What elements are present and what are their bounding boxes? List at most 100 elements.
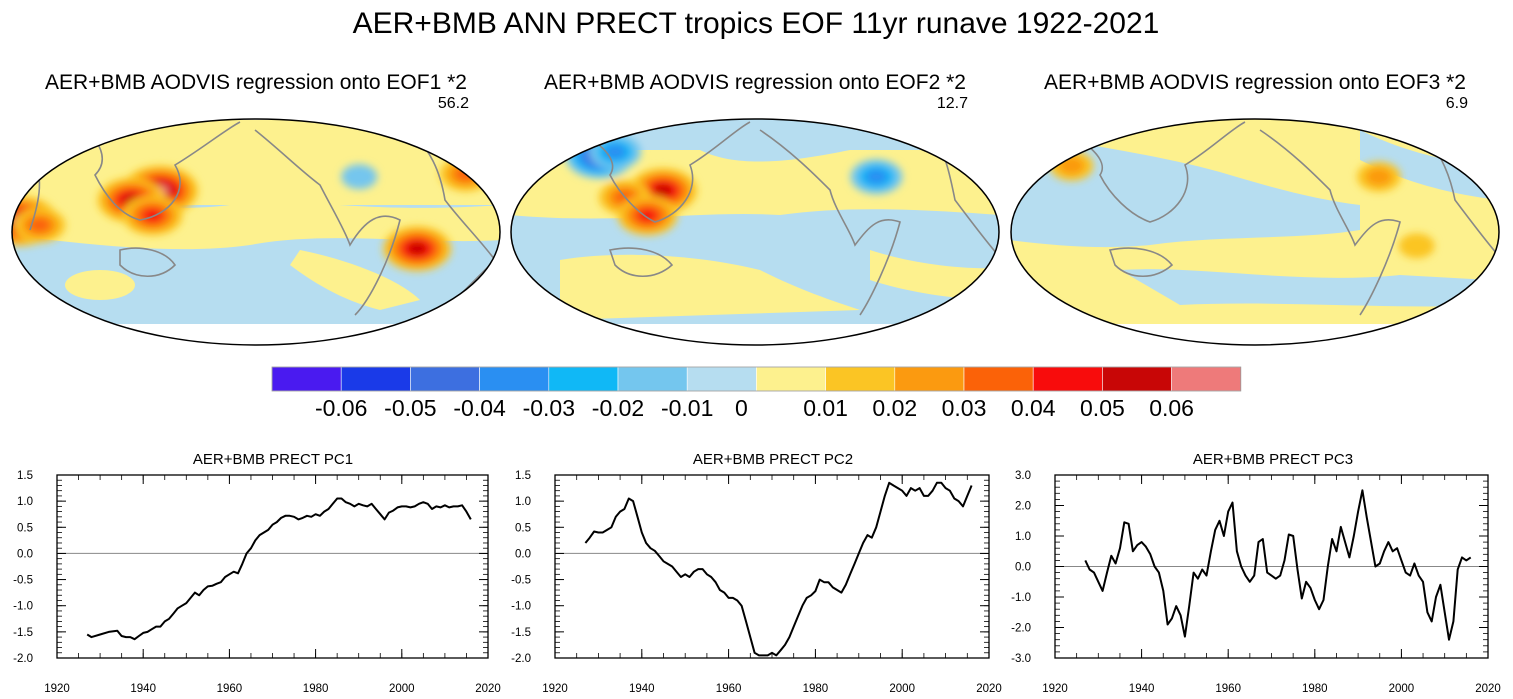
x-tick-label: 2020 bbox=[1475, 683, 1501, 695]
x-tick-label: 1960 bbox=[217, 683, 243, 695]
map-outline bbox=[510, 118, 1000, 346]
y-tick-label: -1.0 bbox=[1011, 592, 1031, 604]
y-tick-label: -3.0 bbox=[1011, 653, 1031, 665]
y-tick-label: 0.0 bbox=[17, 548, 33, 560]
colorbar-swatch bbox=[340, 366, 411, 392]
colorbar-label: -0.02 bbox=[592, 395, 644, 421]
map-title: AER+BMB AODVIS regression onto EOF3 *2 bbox=[1044, 71, 1466, 94]
y-tick-label: 1.5 bbox=[515, 470, 531, 482]
plot-frame bbox=[554, 474, 990, 659]
map-outline bbox=[11, 118, 501, 346]
colorbar-label: -0.05 bbox=[384, 395, 436, 421]
y-tick-label: -2.0 bbox=[511, 653, 531, 665]
colorbar-swatch bbox=[825, 366, 896, 392]
colorbar: -0.06 -0.05 -0.04 -0.03 -0.02 -0.01 0 0.01 0.02 0… bbox=[271, 366, 1242, 421]
y-tick-label: 1.0 bbox=[515, 496, 531, 508]
y-tick-label: -1.0 bbox=[511, 601, 531, 613]
y-tick-label: -0.5 bbox=[511, 575, 531, 587]
anomaly-region-north-america bbox=[341, 164, 378, 190]
colorbar-label: 0.06 bbox=[1149, 395, 1194, 421]
y-tick-label: -0.5 bbox=[13, 575, 33, 587]
y-tick-label: -2.0 bbox=[1011, 623, 1031, 635]
pc-series-line bbox=[584, 481, 973, 657]
y-tick-label: 1.0 bbox=[17, 496, 33, 508]
colorbar-label: 0.03 bbox=[942, 395, 987, 421]
chart-title: AER+BMB PRECT PC1 bbox=[193, 451, 353, 468]
y-tick-label: 2.0 bbox=[1015, 501, 1031, 513]
y-tick-label: -1.5 bbox=[13, 627, 33, 639]
x-tick-label: 2020 bbox=[475, 683, 501, 695]
colorbar-swatch bbox=[1171, 366, 1242, 392]
variance-percent: 56.2 bbox=[438, 95, 469, 112]
x-tick-label: 2020 bbox=[976, 683, 1002, 695]
coastlines bbox=[1059, 121, 1499, 316]
coastlines bbox=[29, 121, 497, 316]
y-tick-label: -2.0 bbox=[13, 653, 33, 665]
chart-title: AER+BMB PRECT PC3 bbox=[1193, 451, 1353, 468]
map-panel-eof2: AER+BMB AODVIS regression onto EOF2 *2 1… bbox=[510, 71, 1000, 346]
x-tick-label: 2000 bbox=[889, 683, 915, 695]
chart-title: AER+BMB PRECT PC2 bbox=[693, 451, 853, 468]
anomaly-region-europe bbox=[1058, 156, 1085, 175]
x-tick-label: 1940 bbox=[1129, 683, 1155, 695]
colorbar-swatch bbox=[1102, 366, 1172, 392]
variance-percent: 6.9 bbox=[1446, 95, 1468, 112]
pc3-line-chart: AER+BMB PRECT PC3 3.0 2.0 1.0 0.0 -1.0 -2.0 -3… bbox=[1011, 451, 1501, 695]
pc-series-line bbox=[86, 497, 472, 641]
x-tick-label: 1920 bbox=[44, 683, 70, 695]
colorbar-swatch bbox=[894, 366, 965, 392]
colorbar-swatch bbox=[271, 366, 342, 392]
colorbar-swatch bbox=[686, 366, 757, 392]
y-tick-label: 1.0 bbox=[1015, 531, 1031, 543]
anomaly-region-east-asia bbox=[653, 184, 673, 197]
anomaly-region-central-asia bbox=[603, 144, 627, 160]
anomaly-region-eastern-usa bbox=[1365, 167, 1393, 186]
map-outline bbox=[1010, 118, 1500, 346]
colorbar-swatch bbox=[963, 366, 1034, 392]
y-tick-label: 0.5 bbox=[17, 522, 33, 534]
colorbar-label: -0.01 bbox=[661, 395, 713, 421]
colorbar-swatch bbox=[617, 366, 688, 392]
x-tick-label: 1920 bbox=[542, 683, 568, 695]
variance-percent: 12.7 bbox=[937, 95, 968, 112]
pc1-line-chart: AER+BMB PRECT PC1 1.5 1.0 0.5 0.0 -0.5 -1.0 -1… bbox=[13, 451, 501, 695]
y-tick-label: 0.5 bbox=[515, 522, 531, 534]
colorbar-label: -0.04 bbox=[453, 395, 506, 421]
colorbar-swatch bbox=[410, 366, 480, 392]
map-panel-eof1: AER+BMB AODVIS regression onto EOF1 *2 5… bbox=[11, 71, 501, 346]
y-tick-label: -1.0 bbox=[13, 601, 33, 613]
y-tick-label: 1.5 bbox=[17, 470, 33, 482]
pc2-line-chart: AER+BMB PRECT PC2 1.5 1.0 0.5 0.0 -0.5 -1.0 -1… bbox=[511, 451, 1002, 695]
x-tick-label: 1940 bbox=[130, 683, 156, 695]
map-title: AER+BMB AODVIS regression onto EOF2 *2 bbox=[544, 71, 966, 94]
anomaly-region-southeast-asia bbox=[142, 208, 163, 223]
map-panel-eof3: AER+BMB AODVIS regression onto EOF3 *2 6… bbox=[1010, 71, 1500, 346]
anomaly-region-indochina bbox=[637, 208, 658, 223]
colorbar-swatch bbox=[548, 366, 619, 392]
figure-title: AER+BMB ANN PRECT tropics EOF 11yr runav… bbox=[353, 7, 1160, 40]
colorbar-label: 0.02 bbox=[872, 395, 917, 421]
colorbar-label: 0 bbox=[735, 395, 748, 421]
colorbar-label: 0.04 bbox=[1011, 395, 1056, 421]
colorbar-label: 0.05 bbox=[1080, 395, 1125, 421]
x-tick-label: 1960 bbox=[716, 683, 742, 695]
colorbar-label: -0.06 bbox=[315, 395, 367, 421]
colorbar-frame bbox=[271, 366, 1242, 392]
map-title: AER+BMB AODVIS regression onto EOF1 *2 bbox=[45, 71, 467, 94]
colorbar-label: -0.03 bbox=[523, 395, 575, 421]
x-tick-label: 1960 bbox=[1215, 683, 1241, 695]
y-tick-label: 0.0 bbox=[515, 548, 531, 560]
x-tick-label: 1980 bbox=[303, 683, 329, 695]
x-tick-label: 2000 bbox=[389, 683, 415, 695]
y-tick-label: 0.0 bbox=[1015, 562, 1031, 574]
anomaly-region-north-america bbox=[865, 169, 888, 185]
x-tick-label: 1920 bbox=[1042, 683, 1068, 695]
x-tick-label: 1940 bbox=[629, 683, 655, 695]
colorbar-swatch bbox=[1032, 366, 1103, 392]
y-tick-label: 3.0 bbox=[1015, 470, 1031, 482]
anomaly-region-south-america bbox=[1398, 233, 1435, 259]
anomaly-region-central-africa bbox=[28, 217, 51, 233]
colorbar-swatch bbox=[756, 366, 826, 392]
anomaly-region-south-america bbox=[407, 242, 427, 255]
